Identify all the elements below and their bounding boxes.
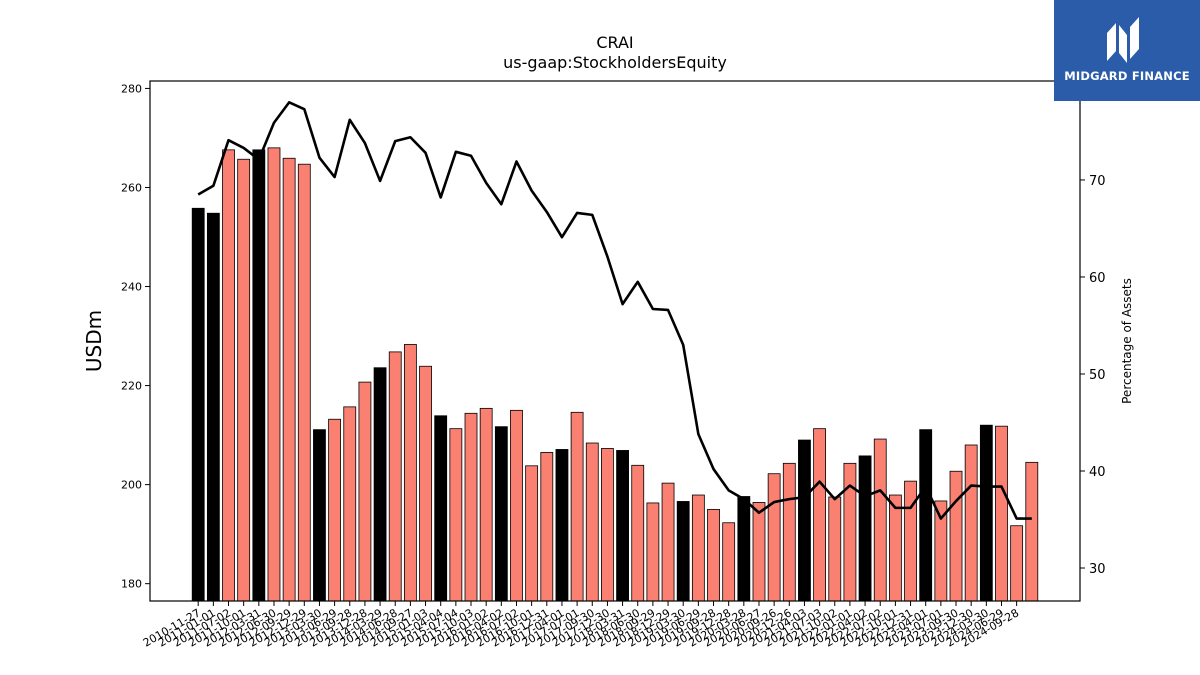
line-series [197, 101, 1032, 520]
bar [661, 482, 675, 602]
bar [297, 163, 311, 602]
bar [419, 365, 432, 602]
bar [616, 450, 629, 602]
y2-axis-label: Percentage of Assets [1120, 278, 1134, 404]
bar [646, 502, 660, 602]
bar [995, 425, 1008, 602]
bar [328, 418, 342, 602]
bar [1025, 461, 1039, 602]
bar [1010, 525, 1024, 602]
bar [358, 381, 372, 602]
y2-tick-label: 50 [1089, 368, 1106, 383]
brand-logo: MIDGARD FINANCE [1054, 0, 1200, 101]
y-tick-label: 200 [121, 479, 142, 492]
bar [388, 351, 402, 602]
bar [813, 428, 827, 602]
bar [949, 470, 963, 602]
chart-subtitle: us-gaap:StockholdersEquity [503, 53, 727, 72]
bar [964, 444, 978, 602]
bar [252, 149, 266, 602]
bar [843, 462, 857, 602]
bar [267, 147, 281, 602]
bar [904, 480, 917, 602]
percentage-line [197, 101, 1032, 520]
y-axis-right: 30 40 50 60 70 [1080, 174, 1106, 577]
bar [464, 412, 478, 602]
y-tick-label: 220 [121, 380, 142, 393]
bar [237, 158, 251, 602]
y2-tick-label: 30 [1089, 562, 1106, 577]
bar-series [191, 147, 1039, 602]
bar [570, 411, 584, 602]
y2-tick-label: 60 [1089, 271, 1106, 286]
bar [494, 426, 508, 602]
bar [222, 149, 235, 602]
bar [206, 212, 220, 602]
bar [373, 367, 387, 602]
bar [403, 344, 417, 602]
bar [828, 496, 842, 602]
y-tick-label: 260 [121, 181, 142, 194]
bar [555, 449, 569, 602]
y2-tick-label: 70 [1089, 174, 1106, 189]
bar [540, 452, 554, 602]
bar [313, 429, 326, 602]
bar [434, 415, 448, 602]
bar [343, 406, 357, 602]
bar [979, 424, 993, 602]
y-axis-left: 180 200 220 240 260 280 [121, 82, 150, 591]
bar [798, 439, 811, 602]
y-tick-label: 280 [121, 82, 142, 95]
y-tick-label: 180 [121, 578, 142, 591]
midgard-finance-logo-icon [1107, 17, 1139, 63]
bar [737, 496, 751, 602]
bar [782, 462, 796, 602]
bar [707, 508, 720, 602]
bar [767, 473, 781, 602]
bar [873, 438, 887, 602]
bar [585, 442, 599, 602]
x-axis: 2010-11-272011-01-012011-07-022011-10-01… [141, 601, 1021, 650]
bar [722, 522, 736, 602]
y2-tick-label: 40 [1089, 465, 1106, 480]
bar [601, 448, 614, 602]
bar [888, 494, 902, 602]
bar [858, 455, 872, 602]
y-axis-label: USDm [82, 310, 106, 372]
bar [631, 464, 645, 602]
bar [752, 502, 766, 602]
bar [525, 465, 539, 602]
plot-frame [149, 80, 1081, 602]
bar [676, 501, 690, 602]
bar [479, 407, 493, 602]
bar [191, 207, 205, 602]
chart-title: CRAI [596, 33, 633, 52]
bar [691, 494, 705, 602]
brand-name: MIDGARD FINANCE [1064, 69, 1190, 83]
bar [449, 428, 463, 602]
bar [510, 409, 523, 602]
y-tick-label: 240 [121, 281, 142, 294]
bar [282, 157, 296, 602]
bar [919, 429, 933, 602]
